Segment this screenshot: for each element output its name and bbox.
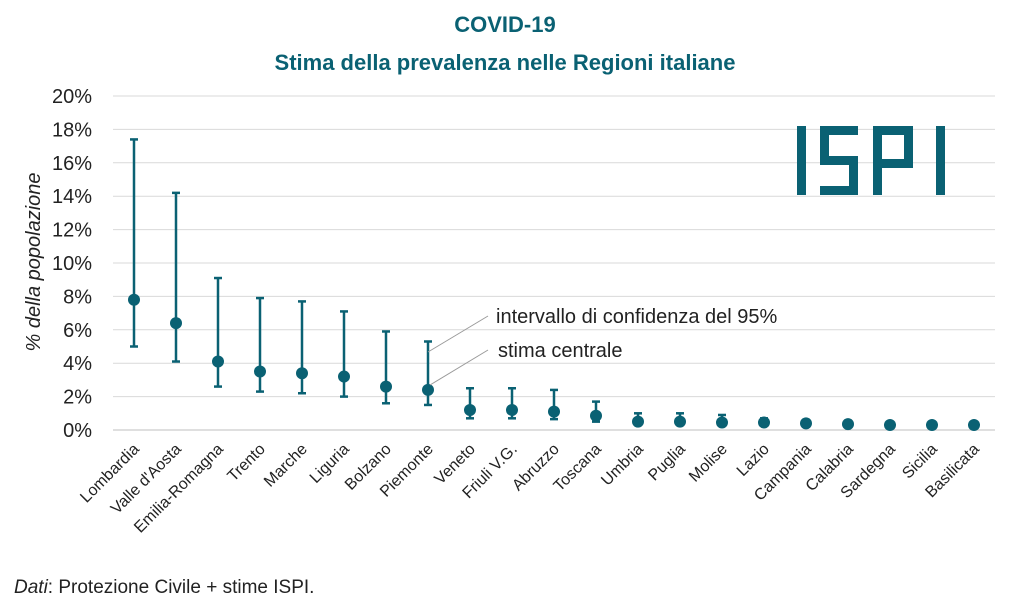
data-point <box>254 365 266 378</box>
x-tick-label: Molise <box>686 441 731 486</box>
gridlines <box>113 95 995 431</box>
data-point <box>338 370 350 383</box>
data-point <box>884 418 896 431</box>
x-tick-label: Puglia <box>645 441 689 485</box>
y-tick-label: 16% <box>52 153 92 175</box>
y-tick-label: 18% <box>52 119 92 141</box>
y-tick-labels: 0% 2% 4% 6% 8% 10% 12% 14% 16% 18% 20% <box>52 86 92 442</box>
y-tick-label: 0% <box>63 420 92 442</box>
y-tick-label: 8% <box>63 286 92 308</box>
ci-annotation: intervallo di confidenza del 95% <box>496 306 778 328</box>
data-point <box>800 417 812 430</box>
y-tick-label: 14% <box>52 186 92 208</box>
x-tick-label: Marche <box>261 441 311 491</box>
data-point <box>674 415 686 428</box>
y-axis-label: % della popolazione <box>23 172 45 351</box>
data-point <box>968 418 980 431</box>
data-point <box>758 416 770 429</box>
data-point <box>590 409 602 422</box>
error-bar <box>256 296 264 393</box>
data-point <box>296 367 308 380</box>
x-tick-label: Lazio <box>734 441 773 480</box>
y-tick-label: 12% <box>52 220 92 242</box>
data-point <box>212 355 224 368</box>
error-bar <box>130 138 138 348</box>
error-bar <box>214 276 222 388</box>
y-tick-label: 6% <box>63 320 92 342</box>
x-tick-label: Umbria <box>598 441 647 490</box>
data-point <box>422 383 434 396</box>
data-point <box>716 416 728 429</box>
y-tick-label: 4% <box>63 353 92 375</box>
data-point <box>128 293 140 306</box>
data-point <box>506 403 518 416</box>
error-bar <box>298 300 306 395</box>
data-point <box>632 415 644 428</box>
source-prefix: Dati <box>14 577 48 598</box>
error-bar <box>172 191 180 363</box>
y-tick-label: 20% <box>52 86 92 108</box>
chart-subtitle: Stima della prevalenza nelle Regioni ita… <box>275 50 736 75</box>
source-text: : Protezione Civile + stime ISPI. <box>47 577 315 598</box>
data-source-note: Dati: Protezione Civile + stime ISPI. <box>14 577 314 599</box>
error-bar <box>340 310 348 398</box>
chart-title: COVID-19 <box>454 12 555 37</box>
data-point <box>380 380 392 393</box>
central-leader-line <box>429 349 489 386</box>
data-point <box>464 403 476 416</box>
ci-leader-line <box>427 315 489 353</box>
data-point <box>842 418 854 431</box>
data-point <box>170 317 182 330</box>
central-estimates <box>128 293 980 431</box>
y-tick-label: 10% <box>52 253 92 275</box>
ispi-logo <box>797 126 945 195</box>
y-tick-label: 2% <box>63 387 92 409</box>
data-point <box>548 405 560 418</box>
central-annotation: stima centrale <box>498 340 623 362</box>
data-point <box>926 418 938 431</box>
